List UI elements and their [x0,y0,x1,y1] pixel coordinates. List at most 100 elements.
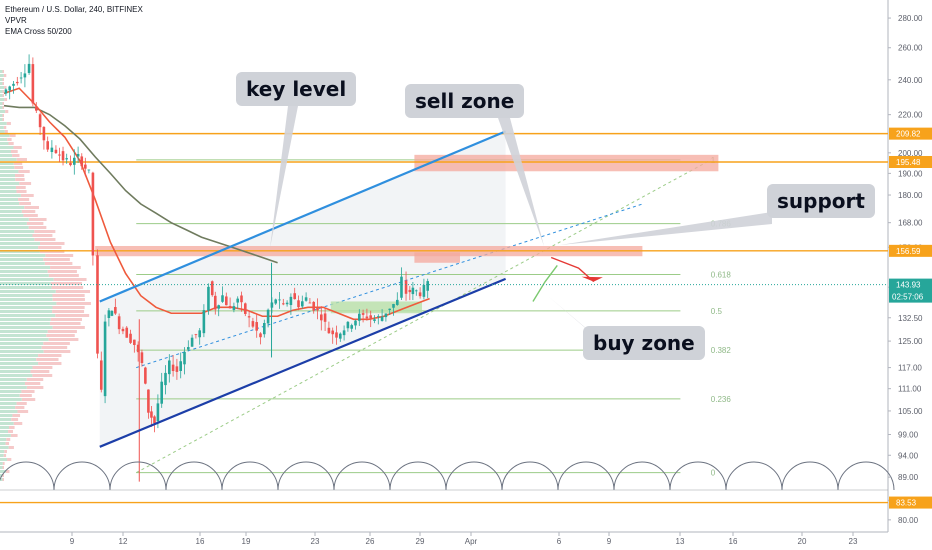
candle-body [301,301,304,307]
time-tick-label: 9 [70,537,75,546]
candle-body [125,327,129,338]
volume-bar-down [19,202,31,205]
price-tick-label: 111.00 [898,385,922,394]
last-price-label: 143.93 [896,281,921,290]
volume-bar-down [6,122,11,125]
chart-legend: Ethereum / U.S. Dollar, 240, BITFINEX VP… [5,4,143,37]
volume-bar-up [0,362,39,365]
candle-countdown: 02:57:06 [892,293,924,302]
volume-bar-down [39,242,65,245]
volume-bar-up [0,462,3,465]
sell-arrowhead [581,276,603,282]
candle-body [327,327,331,334]
candle-body [217,305,220,309]
level-tag [889,127,932,140]
fib-label: 0 [711,469,716,478]
volume-bar-down [2,90,4,93]
cycle-arc [613,461,671,491]
candle-body [38,114,42,128]
indicator-vpvr[interactable]: VPVR [5,16,27,25]
candle-body [263,323,266,335]
candle-body [266,309,270,324]
candle-body [16,81,19,84]
volume-bar-up [0,370,31,373]
candle-body [160,381,163,404]
volume-bar-up [0,474,3,477]
volume-bar-up [0,326,53,329]
time-tick-label: 9 [607,537,612,546]
candle-body [198,330,201,338]
volume-bar-up [0,246,39,249]
candle-body [4,89,8,94]
candle-body [117,316,121,330]
candle-body [236,298,239,303]
volume-bar-down [55,290,91,293]
volume-bar-up [0,202,20,205]
volume-bar-up [0,262,45,265]
volume-bar-down [16,402,27,405]
volume-bar-down [16,190,27,193]
price-tick-label: 80.00 [898,516,919,525]
volume-bar-down [4,98,8,101]
volume-bar-down [5,442,10,445]
volume-bar-up [0,74,4,77]
candle-body [27,63,31,73]
volume-bar-down [5,110,9,113]
cycle-arc [165,461,223,491]
candle-body [58,154,61,156]
volume-bar-up [0,122,7,125]
symbol-title[interactable]: Ethereum / U.S. Dollar, 240, BITFINEX [5,5,143,14]
volume-bar-down [13,422,23,425]
price-tick-label: 260.00 [898,44,923,53]
candle-body [140,352,144,364]
candle-body [396,299,399,305]
volume-bar-up [0,458,8,461]
candle-body [210,281,214,296]
volume-bar-up [0,454,4,457]
volume-bar-up [0,470,6,473]
price-tick-label: 94.00 [898,451,919,460]
volume-bar-up [0,274,49,277]
candle-body [308,302,312,304]
volume-bar-down [7,458,12,461]
volume-bar-up [0,206,25,209]
price-tick-label: 200.00 [898,149,923,158]
volume-bar-down [15,186,26,189]
price-tick-label: 190.00 [898,169,923,178]
volume-bar-down [18,198,30,201]
volume-bar-up [0,106,3,109]
volume-bar-down [51,286,84,289]
candle-body [121,328,125,332]
candle-body [65,158,68,160]
volume-bar-down [43,342,70,345]
level-tag [889,155,932,168]
volume-bar-down [5,470,10,473]
callout-support: support [767,184,875,218]
price-tick-label: 132.50 [898,314,923,323]
volume-bar-down [55,314,90,317]
price-tick-label: 117.00 [898,364,922,373]
candle-body [232,306,236,310]
volume-bar-up [0,434,11,437]
volume-bar-up [0,78,3,81]
volume-bar-up [0,102,3,105]
time-tick-label: 26 [366,537,375,546]
sell-zone-pointer [498,118,544,246]
volume-bar-down [19,394,32,397]
support-pointer [560,212,772,245]
volume-bar-down [56,302,91,305]
time-tick-label: 16 [729,537,738,546]
volume-bar-up [0,174,16,177]
volume-bar-up [0,90,3,93]
volume-bar-down [21,398,36,401]
indicator-ema-cross[interactable]: EMA Cross 50/200 [5,27,72,36]
candle-body [144,367,147,384]
volume-bar-up [0,298,53,301]
price-tick-label: 240.00 [898,76,923,85]
volume-bar-down [17,410,29,413]
level-tag [889,244,932,257]
volume-bar-down [26,386,44,389]
zone-sell-entry [414,252,460,263]
volume-bar-down [2,70,4,73]
